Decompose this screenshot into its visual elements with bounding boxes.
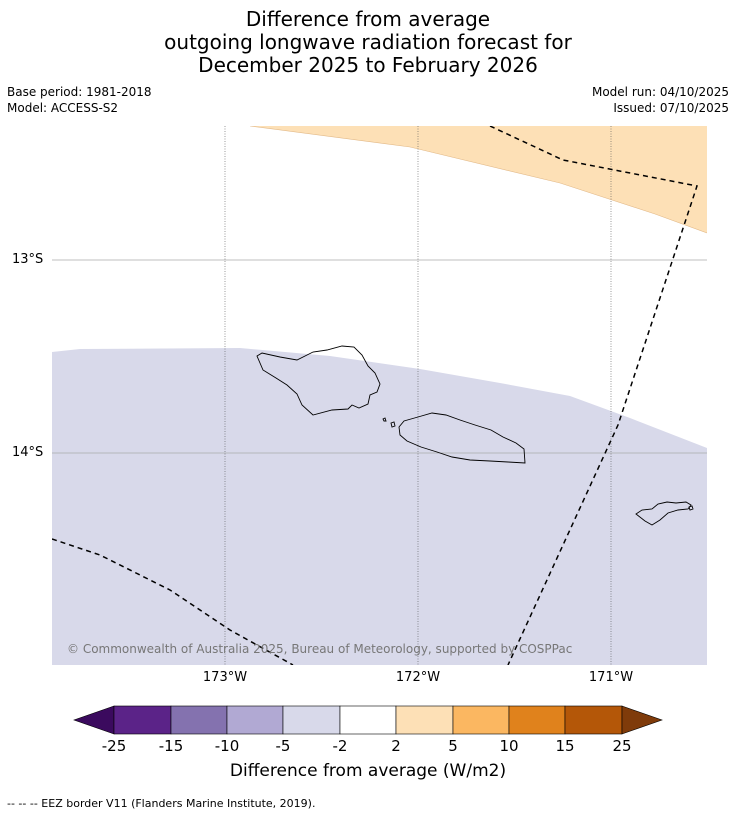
colorbar-tick: -15 <box>158 737 184 755</box>
colorbar-tick: -2 <box>332 737 348 755</box>
model-run: Model run: 04/10/2025 <box>591 85 729 99</box>
lat-label-13s: 13°S <box>12 252 44 267</box>
colorbar <box>73 705 663 735</box>
colorbar-bin-6 <box>395 705 454 735</box>
model-name: Model: ACCESS-S2 <box>7 101 119 115</box>
lon-label-172w: 172°W <box>395 670 441 685</box>
colorbar-bin-1 <box>113 705 172 735</box>
colorbar-under-arrow <box>73 705 115 735</box>
eez-border-east <box>489 126 698 665</box>
eez-legend: -- -- -- EEZ border V11 (Flanders Marine… <box>7 797 316 810</box>
negative-anomaly-band <box>52 348 707 665</box>
positive-band-edge <box>249 126 707 234</box>
title-line-2: outgoing longwave radiation forecast for <box>164 30 572 54</box>
issued-date: Issued: 07/10/2025 <box>613 101 729 115</box>
lon-label-171w: 171°W <box>588 670 634 685</box>
colorbar-tick: -10 <box>214 737 240 755</box>
eez-border-southwest <box>52 538 294 665</box>
island-tutuila <box>635 501 692 526</box>
colorbar-bin-3 <box>226 705 284 735</box>
lon-label-173w: 173°W <box>202 670 248 685</box>
lat-label-14s: 14°S <box>12 445 44 460</box>
island-upolu <box>398 412 526 464</box>
meta-right: Model run: 04/10/2025 Issued: 07/10/2025 <box>592 84 729 116</box>
islet-apolima <box>382 417 387 422</box>
colorbar-tick: 15 <box>555 737 575 755</box>
colorbar-bin-4 <box>282 705 341 735</box>
base-period: Base period: 1981-2018 <box>7 85 152 99</box>
colorbar-over-arrow <box>621 705 663 735</box>
colorbar-bin-5 <box>339 705 397 735</box>
title-line-1: Difference from average <box>245 7 491 31</box>
islet-aunuu <box>688 505 694 511</box>
title-line-3: December 2025 to February 2026 <box>198 53 538 77</box>
colorbar-bin-8 <box>508 705 566 735</box>
colorbar-tick: 2 <box>391 737 401 755</box>
islet-manono <box>390 421 396 428</box>
island-savaii <box>256 345 381 416</box>
colorbar-tick: 10 <box>499 737 519 755</box>
chart-title: Difference from average outgoing longwav… <box>0 8 736 77</box>
colorbar-bin-9 <box>564 705 623 735</box>
meta-left: Base period: 1981-2018 Model: ACCESS-S2 <box>7 84 152 116</box>
colorbar-bin-2 <box>170 705 228 735</box>
colorbar-tick: -25 <box>101 737 127 755</box>
colorbar-tick: 5 <box>448 737 458 755</box>
colorbar-tick: 25 <box>612 737 632 755</box>
colorbar-bin-7 <box>452 705 510 735</box>
positive-anomaly-band <box>250 126 707 233</box>
colorbar-tick: -5 <box>275 737 291 755</box>
colorbar-label: Difference from average (W/m2) <box>229 761 507 781</box>
copyright-text: © Commonwealth of Australia 2025, Bureau… <box>67 642 573 656</box>
